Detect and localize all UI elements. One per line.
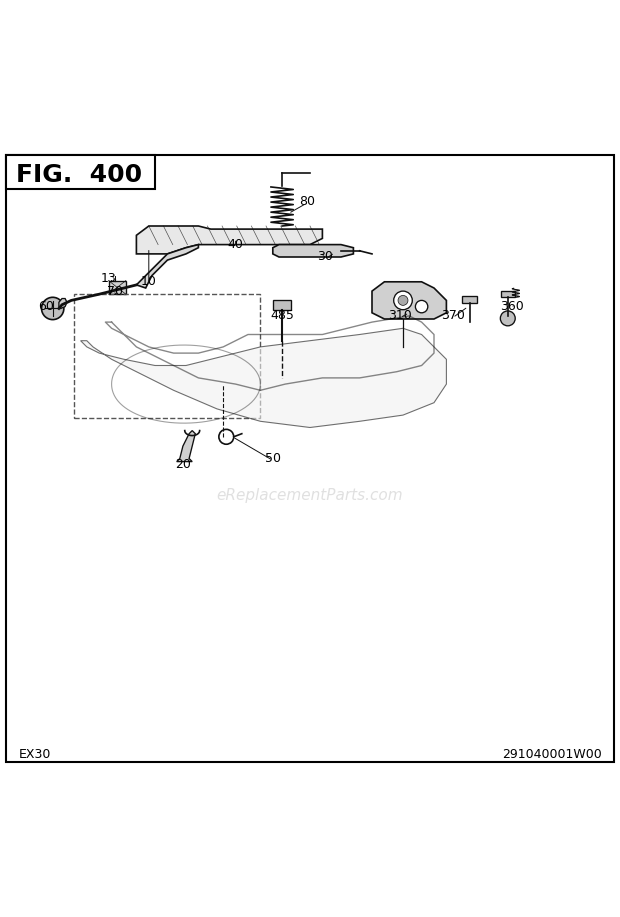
Circle shape	[415, 301, 428, 313]
Polygon shape	[273, 245, 353, 257]
Circle shape	[500, 311, 515, 326]
Text: eReplacementParts.com: eReplacementParts.com	[216, 488, 404, 503]
Text: 50: 50	[265, 452, 281, 465]
Circle shape	[398, 295, 408, 305]
Text: 70: 70	[107, 284, 123, 298]
Text: 370: 370	[441, 309, 464, 323]
Text: 13: 13	[100, 272, 117, 285]
Text: 485: 485	[270, 309, 294, 323]
Text: 40: 40	[228, 238, 244, 251]
Text: 360: 360	[500, 300, 523, 313]
Bar	[462, 296, 477, 304]
Polygon shape	[372, 282, 446, 319]
Polygon shape	[136, 226, 322, 254]
Polygon shape	[81, 328, 446, 427]
Text: 60: 60	[38, 300, 55, 313]
Polygon shape	[136, 245, 198, 288]
Polygon shape	[59, 299, 67, 308]
Bar	[6, 155, 155, 189]
Text: 10: 10	[141, 275, 157, 288]
Bar	[501, 291, 515, 297]
Polygon shape	[177, 431, 195, 461]
Bar	[108, 281, 126, 294]
Text: 291040001W00: 291040001W00	[502, 748, 601, 761]
Circle shape	[42, 297, 64, 320]
Text: EX30: EX30	[19, 748, 51, 761]
Bar	[74, 294, 260, 418]
Text: FIG.  400: FIG. 400	[16, 162, 141, 186]
Bar	[273, 301, 291, 310]
Text: 310: 310	[388, 309, 412, 323]
Circle shape	[394, 291, 412, 310]
Text: 20: 20	[175, 458, 191, 471]
Text: 80: 80	[299, 194, 315, 207]
Text: 30: 30	[317, 250, 334, 263]
